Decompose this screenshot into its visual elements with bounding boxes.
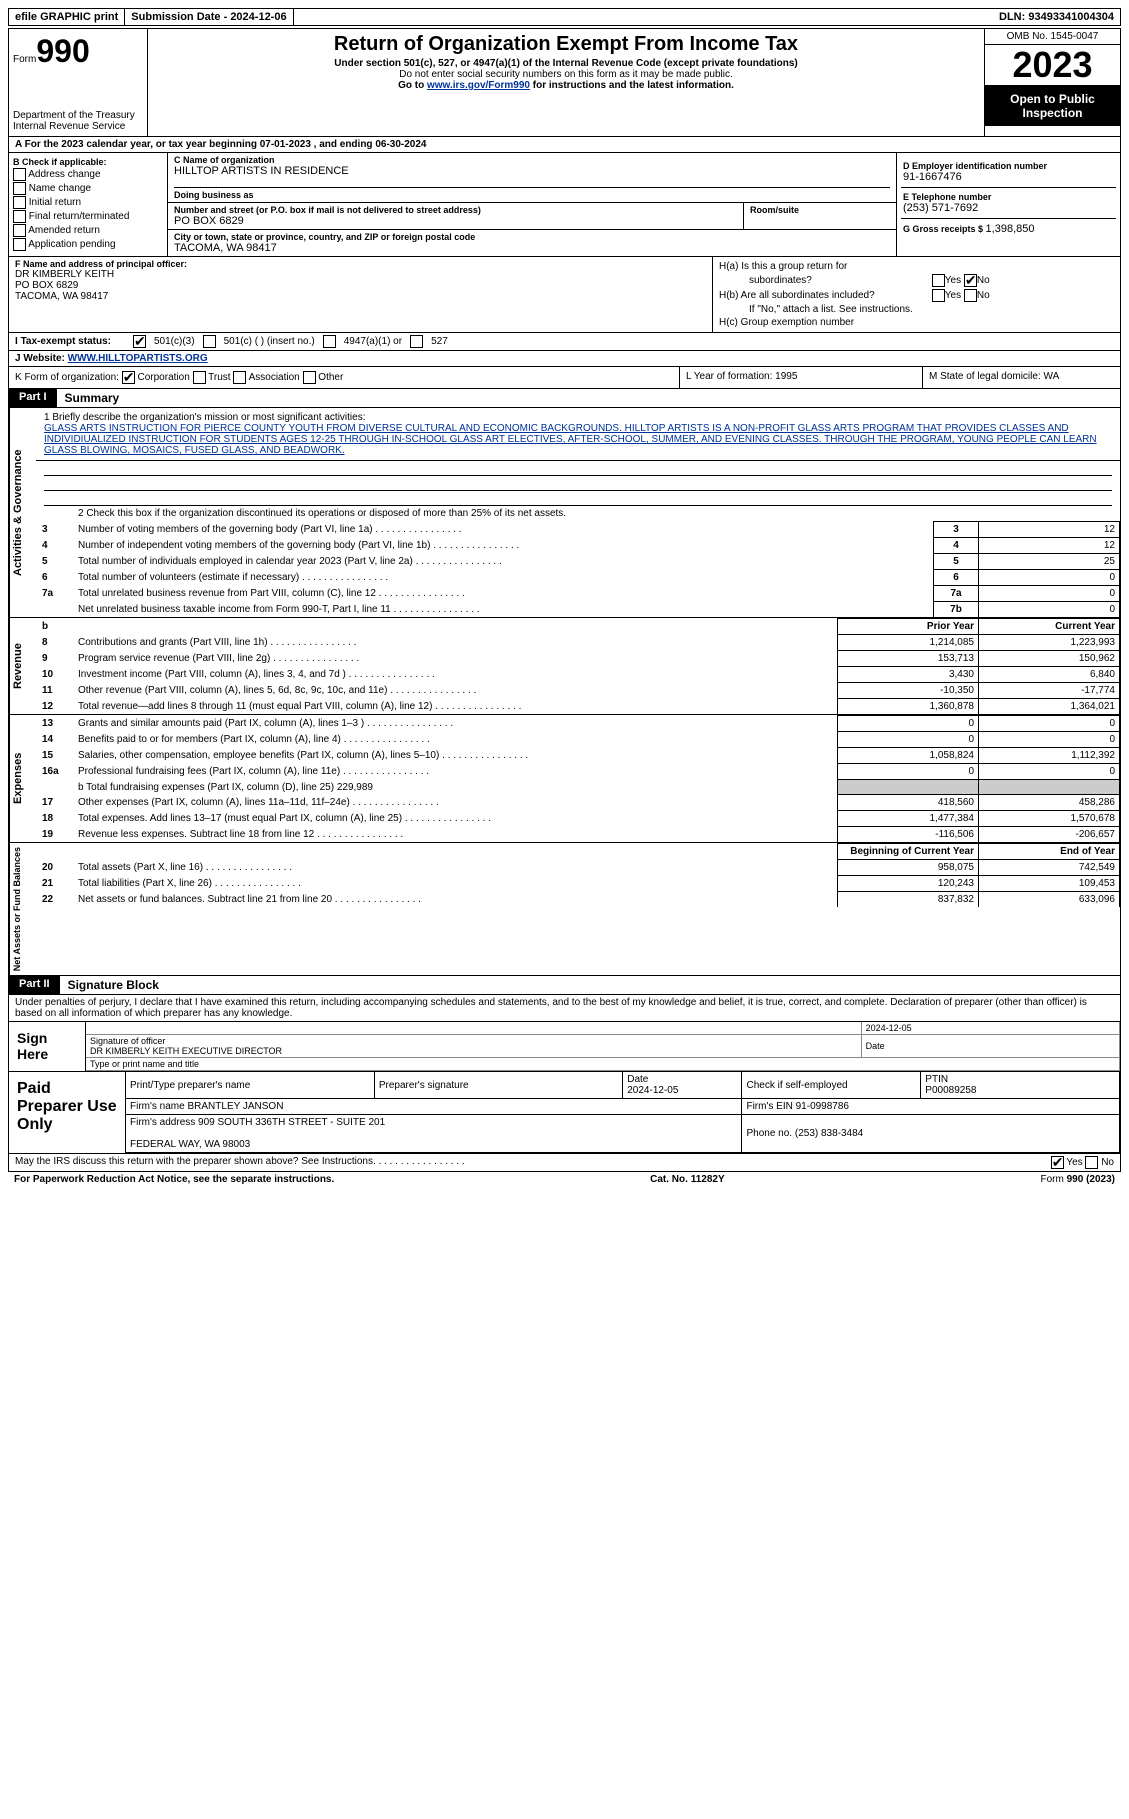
cb-527[interactable] (410, 335, 423, 348)
form-header: Form990 Department of the Treasury Inter… (8, 28, 1121, 137)
hb-no[interactable] (964, 289, 977, 302)
discuss-row: May the IRS discuss this return with the… (8, 1154, 1121, 1172)
subtitle-1: Under section 501(c), 527, or 4947(a)(1)… (154, 58, 978, 69)
box-c-name: C Name of organization HILLTOP ARTISTS I… (168, 153, 896, 203)
irs-link[interactable]: www.irs.gov/Form990 (427, 80, 530, 91)
discuss-yes[interactable] (1051, 1156, 1064, 1169)
table-row: 18Total expenses. Add lines 13–17 (must … (36, 811, 1120, 827)
page-footer: For Paperwork Reduction Act Notice, see … (8, 1172, 1121, 1187)
table-row: 22Net assets or fund balances. Subtract … (36, 892, 1120, 908)
submission-date: Submission Date - 2024-12-06 (125, 9, 293, 25)
subtitle-3: Go to www.irs.gov/Form990 for instructio… (154, 80, 978, 91)
tab-revenue: Revenue (9, 618, 36, 714)
ha-yes[interactable] (932, 274, 945, 287)
cb-corp[interactable] (122, 371, 135, 384)
table-row: 8Contributions and grants (Part VIII, li… (36, 635, 1120, 651)
omb-number: OMB No. 1545-0047 (985, 29, 1120, 45)
cb-other[interactable] (303, 371, 316, 384)
row-i-tax-status: I Tax-exempt status: 501(c)(3) 501(c) ( … (8, 333, 1121, 351)
table-row: 3Number of voting members of the governi… (36, 522, 1120, 538)
table-row: 13Grants and similar amounts paid (Part … (36, 716, 1120, 732)
box-h: H(a) Is this a group return for subordin… (713, 257, 1120, 332)
table-row: 10Investment income (Part VIII, column (… (36, 667, 1120, 683)
cb-initial-return[interactable]: Initial return (13, 196, 163, 209)
sign-here-block: Sign Here 2024-12-05 Signature of office… (8, 1022, 1121, 1072)
revenue-section: Revenue bPrior YearCurrent Year 8Contrib… (8, 618, 1121, 715)
table-row: 21Total liabilities (Part X, line 26)120… (36, 876, 1120, 892)
revenue-table: bPrior YearCurrent Year 8Contributions a… (36, 618, 1120, 714)
ha-no[interactable] (964, 274, 977, 287)
expenses-section: Expenses 13Grants and similar amounts pa… (8, 715, 1121, 843)
cb-name-change[interactable]: Name change (13, 182, 163, 195)
box-b: B Check if applicable: Address change Na… (9, 153, 168, 256)
signature-declaration: Under penalties of perjury, I declare th… (8, 995, 1121, 1022)
box-c-city: City or town, state or province, country… (168, 230, 896, 256)
box-c-street: Number and street (or P.O. box if mail i… (168, 203, 896, 230)
table-row: 9Program service revenue (Part VIII, lin… (36, 651, 1120, 667)
row-a-period: A For the 2023 calendar year, or tax yea… (8, 137, 1121, 153)
cb-address-change[interactable]: Address change (13, 168, 163, 181)
paid-preparer-block: Paid Preparer Use Only Print/Type prepar… (8, 1072, 1121, 1154)
box-f: F Name and address of principal officer:… (9, 257, 713, 332)
table-row: 19Revenue less expenses. Subtract line 1… (36, 827, 1120, 843)
table-row: 17Other expenses (Part IX, column (A), l… (36, 795, 1120, 811)
box-k: K Form of organization: Corporation Trus… (9, 367, 680, 388)
table-row: 11Other revenue (Part VIII, column (A), … (36, 683, 1120, 699)
expenses-table: 13Grants and similar amounts paid (Part … (36, 715, 1120, 842)
table-row: 5Total number of individuals employed in… (36, 554, 1120, 570)
public-inspection: Open to Public Inspection (985, 86, 1120, 126)
cb-assoc[interactable] (233, 371, 246, 384)
mission-box: 1 Briefly describe the organization's mi… (36, 408, 1120, 461)
top-bar: efile GRAPHIC print Submission Date - 20… (8, 8, 1121, 26)
cb-amended[interactable]: Amended return (13, 224, 163, 237)
table-row: 20Total assets (Part X, line 16)958,0757… (36, 860, 1120, 876)
part2-header: Part II Signature Block (8, 976, 1121, 995)
subtitle-2: Do not enter social security numbers on … (154, 69, 978, 80)
tab-expenses: Expenses (9, 715, 36, 842)
table-row: 7aTotal unrelated business revenue from … (36, 586, 1120, 602)
cb-pending[interactable]: Application pending (13, 238, 163, 251)
table-row: 15Salaries, other compensation, employee… (36, 748, 1120, 764)
net-table: Beginning of Current YearEnd of Year 20T… (36, 843, 1120, 907)
table-row: 16aProfessional fundraising fees (Part I… (36, 764, 1120, 780)
dln: DLN: 93493341004304 (993, 9, 1120, 25)
table-row: 6Total number of volunteers (estimate if… (36, 570, 1120, 586)
cb-final-return[interactable]: Final return/terminated (13, 210, 163, 223)
table-row: 12Total revenue—add lines 8 through 11 (… (36, 699, 1120, 715)
box-l: L Year of formation: 1995 (680, 367, 923, 388)
cb-4947[interactable] (323, 335, 336, 348)
form-title: Return of Organization Exempt From Incom… (154, 33, 978, 56)
table-row: 4Number of independent voting members of… (36, 538, 1120, 554)
tab-net: Net Assets or Fund Balances (9, 843, 36, 975)
tab-act-gov: Activities & Governance (9, 408, 36, 617)
net-assets-section: Net Assets or Fund Balances Beginning of… (8, 843, 1121, 976)
box-m: M State of legal domicile: WA (923, 367, 1120, 388)
efile-print[interactable]: efile GRAPHIC print (9, 9, 125, 25)
table-row: Net unrelated business taxable income fr… (36, 602, 1120, 618)
discuss-no[interactable] (1085, 1156, 1098, 1169)
cb-trust[interactable] (193, 371, 206, 384)
website-link[interactable]: WWW.HILLTOPARTISTS.ORG (68, 353, 208, 364)
gov-table: 2 Check this box if the organization dis… (36, 506, 1120, 617)
row-klm: K Form of organization: Corporation Trus… (8, 367, 1121, 389)
box-d-e-g: D Employer identification number91-16674… (897, 153, 1120, 256)
row-f-h: F Name and address of principal officer:… (8, 257, 1121, 333)
table-row: 14Benefits paid to or for members (Part … (36, 732, 1120, 748)
part1-header: Part I Summary (8, 389, 1121, 408)
act-gov-section: Activities & Governance 1 Briefly descri… (8, 408, 1121, 618)
tax-year: 2023 (985, 45, 1120, 86)
info-grid: B Check if applicable: Address change Na… (8, 153, 1121, 257)
hb-yes[interactable] (932, 289, 945, 302)
form-number: Form990 (13, 33, 143, 70)
cb-501c3[interactable] (133, 335, 146, 348)
dept-treasury: Department of the Treasury Internal Reve… (13, 110, 143, 132)
cb-501c[interactable] (203, 335, 216, 348)
row-j-website: J Website: WWW.HILLTOPARTISTS.ORG (8, 351, 1121, 367)
